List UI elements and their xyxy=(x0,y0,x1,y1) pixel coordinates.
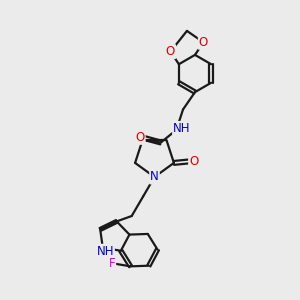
Text: NH: NH xyxy=(173,122,190,135)
Text: O: O xyxy=(136,131,145,144)
Text: N: N xyxy=(150,170,159,184)
Text: NH: NH xyxy=(96,245,114,258)
Text: O: O xyxy=(199,36,208,49)
Text: O: O xyxy=(166,45,175,58)
Text: O: O xyxy=(189,155,198,168)
Text: F: F xyxy=(109,257,115,270)
